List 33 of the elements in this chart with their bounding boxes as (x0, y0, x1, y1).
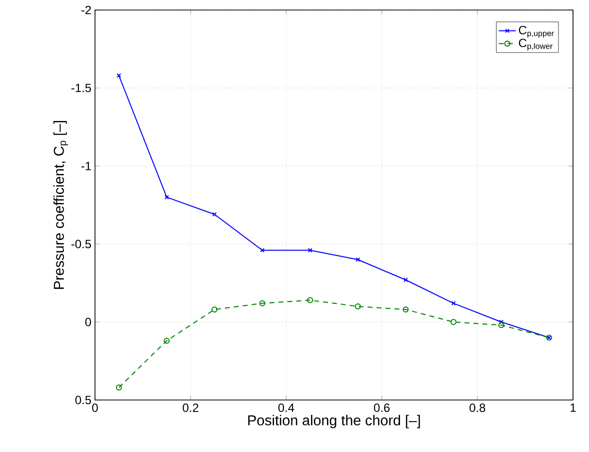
x-axis-title: Position along the chord [–] (248, 414, 420, 428)
point (402, 306, 409, 313)
point (164, 338, 170, 344)
y-tick-label: 0 (85, 318, 92, 326)
point (308, 248, 312, 253)
y-tick-label: -0.5 (71, 240, 91, 248)
x-tick-label: 1 (570, 404, 576, 412)
point (307, 297, 314, 304)
x-tick-label: 0.2 (182, 404, 198, 412)
x-tick-label: 0.8 (470, 404, 486, 412)
y-tick-label: -1.5 (71, 84, 91, 92)
y-tick-label: 0.5 (75, 396, 91, 404)
y-tick-label: -2 (81, 6, 91, 14)
point (116, 384, 122, 391)
point (403, 278, 408, 282)
legend-label: C$_{p,upper}$ (518, 26, 554, 38)
point (164, 194, 169, 200)
point (212, 212, 217, 217)
point (356, 257, 360, 262)
point (498, 322, 504, 328)
point (354, 303, 361, 310)
point (259, 300, 266, 306)
x-tick-label: 0 (92, 404, 98, 412)
y-tick-label: -1 (81, 162, 91, 170)
x-tick-label: 0.4 (278, 404, 294, 412)
point (499, 320, 504, 324)
point (450, 319, 456, 325)
point (451, 301, 456, 306)
legend-label: C$_{p,lower}$ (518, 38, 552, 51)
x-tick-label: 0.6 (374, 404, 390, 412)
point (212, 306, 218, 313)
y-axis-title: Pressure coefficient, C$_{p}$ [–] (53, 121, 68, 289)
point (260, 248, 265, 253)
